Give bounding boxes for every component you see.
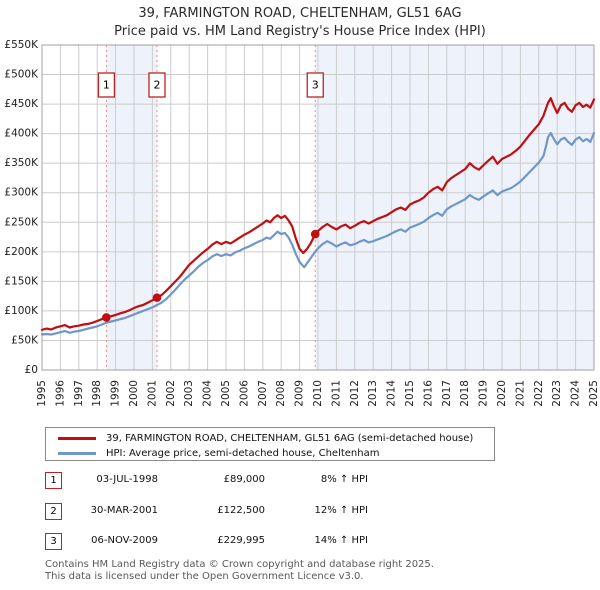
svg-text:2012: 2012 (349, 380, 361, 407)
transaction-price: £229,995 (217, 535, 265, 546)
legend-item-property: 39, FARMINGTON ROAD, CHELTENHAM, GL51 6A… (46, 431, 494, 446)
svg-text:£400K: £400K (4, 128, 39, 140)
transaction-number-badge: 3 (45, 533, 62, 550)
transaction-row: 3 06-NOV-2009 £229,995 14% ↑ HPI (45, 533, 375, 550)
transaction-row: 2 30-MAR-2001 £122,500 12% ↑ HPI (45, 503, 375, 520)
svg-text:£550K: £550K (4, 40, 39, 51)
svg-text:1998: 1998 (91, 380, 103, 407)
svg-text:2014: 2014 (386, 380, 398, 407)
svg-text:2001: 2001 (146, 380, 158, 407)
svg-text:2013: 2013 (367, 380, 379, 407)
svg-text:£350K: £350K (4, 157, 39, 169)
svg-text:2003: 2003 (183, 380, 195, 407)
svg-text:2: 2 (154, 79, 161, 92)
footer-copyright-line1: Contains HM Land Registry data © Crown c… (45, 559, 434, 570)
transaction-price: £89,000 (223, 474, 265, 485)
svg-text:1995: 1995 (36, 380, 48, 407)
sale-marker-dots (102, 229, 320, 322)
svg-text:£200K: £200K (4, 246, 39, 258)
svg-text:2024: 2024 (570, 380, 582, 407)
svg-text:2022: 2022 (533, 380, 545, 407)
y-axis-labels: £0 £50K £100K £150K £200K £250K £300K £350K £400… (4, 40, 39, 376)
svg-text:£250K: £250K (4, 216, 39, 228)
svg-text:1: 1 (103, 79, 110, 92)
svg-text:£50K: £50K (11, 334, 39, 346)
transaction-date: 06-NOV-2009 (91, 535, 158, 546)
svg-text:2008: 2008 (275, 380, 287, 407)
svg-text:2006: 2006 (238, 380, 250, 407)
plot-border (41, 44, 595, 371)
price-chart: 1 2 3£0£50K£100K£150K£200K£250K£300K£350K£… (4, 40, 600, 407)
svg-text:2009: 2009 (294, 380, 306, 407)
transaction-row: 1 03-JUL-1998 £89,000 8% ↑ HPI (45, 472, 375, 489)
svg-text:2002: 2002 (165, 380, 177, 407)
svg-text:2020: 2020 (496, 380, 508, 407)
legend: 39, FARMINGTON ROAD, CHELTENHAM, GL51 6A… (45, 427, 495, 461)
svg-text:2018: 2018 (459, 380, 471, 407)
svg-text:3: 3 (312, 79, 319, 92)
svg-text:£0: £0 (25, 364, 38, 376)
transaction-hpi-delta: 12% ↑ HPI (314, 505, 368, 516)
x-axis-labels: 1995 1996 1997 1998 1999 2000 2001 2002 2003 2004… (36, 380, 600, 407)
svg-text:2011: 2011 (330, 380, 342, 407)
sale-marker-flags: 1 2 3 (97, 72, 324, 98)
svg-text:2023: 2023 (551, 380, 563, 407)
svg-text:1997: 1997 (73, 380, 85, 407)
legend-label-hpi: HPI: Average price, semi-detached house,… (106, 448, 380, 459)
svg-text:1999: 1999 (110, 380, 122, 407)
svg-text:2019: 2019 (478, 380, 490, 407)
transaction-hpi-delta: 8% ↑ HPI (320, 474, 368, 485)
transaction-number-badge: 1 (45, 472, 62, 489)
transaction-date: 03-JUL-1998 (96, 474, 158, 485)
legend-item-hpi: HPI: Average price, semi-detached house,… (46, 446, 494, 461)
svg-text:2010: 2010 (312, 380, 324, 407)
property-series-line-icon (58, 437, 96, 440)
svg-text:2007: 2007 (257, 380, 269, 407)
svg-text:2015: 2015 (404, 380, 416, 407)
transaction-number-badge: 2 (45, 503, 62, 520)
svg-text:2000: 2000 (128, 380, 140, 407)
hpi-line (40, 131, 596, 336)
hpi-series-line-icon (58, 452, 96, 455)
footer-copyright: Contains HM Land Registry data © Crown c… (45, 559, 585, 582)
svg-text:2017: 2017 (441, 380, 453, 407)
svg-text:2025: 2025 (588, 380, 600, 407)
svg-text:£100K: £100K (4, 305, 39, 317)
transaction-price: £122,500 (217, 505, 265, 516)
svg-text:2005: 2005 (220, 380, 232, 407)
ownership-shade-bands (106, 45, 594, 370)
footer-copyright-line2: This data is licensed under the Open Gov… (45, 570, 364, 582)
svg-text:£150K: £150K (4, 275, 39, 287)
svg-text:2004: 2004 (202, 380, 214, 407)
svg-text:1996: 1996 (54, 380, 66, 407)
svg-text:£450K: £450K (4, 98, 39, 110)
chart-title: 39, FARMINGTON ROAD, CHELTENHAM, GL51 6A… (138, 6, 462, 21)
svg-text:2016: 2016 (422, 380, 434, 407)
transaction-date: 30-MAR-2001 (90, 505, 158, 516)
svg-text:£300K: £300K (4, 187, 39, 199)
chart-subtitle: Price paid vs. HM Land Registry's House … (114, 24, 486, 39)
legend-label-property: 39, FARMINGTON ROAD, CHELTENHAM, GL51 6A… (106, 433, 474, 444)
svg-text:2021: 2021 (514, 380, 526, 407)
transaction-hpi-delta: 14% ↑ HPI (314, 535, 368, 546)
svg-text:£500K: £500K (4, 69, 39, 81)
